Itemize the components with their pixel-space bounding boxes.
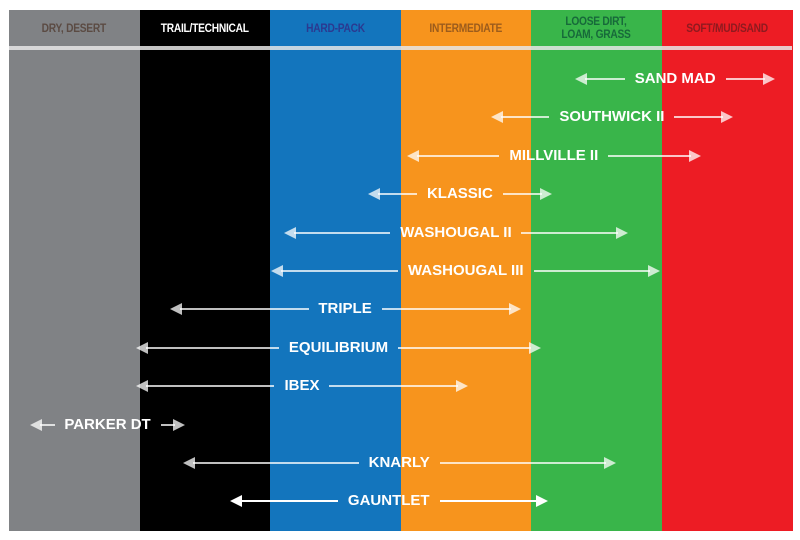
arrow-left-icon	[367, 188, 380, 201]
range-line-right	[521, 231, 618, 234]
tire-name: IBEX	[284, 377, 320, 395]
range-line-left	[377, 193, 417, 196]
range-line-right	[502, 193, 542, 196]
column-header-label: TRAIL/TECHNICAL	[160, 20, 249, 35]
range-line-right	[398, 346, 532, 349]
tire-range-row: MILLVILLE II	[9, 146, 792, 166]
tire-range-row: WASHOUGAL III	[9, 261, 792, 281]
range-line-left	[179, 308, 309, 311]
column-header: INTERMEDIATE	[401, 10, 532, 46]
arrow-left-icon	[271, 265, 284, 277]
column-header-label: INTERMEDIATE	[429, 20, 503, 35]
column-header: DRY, DESERT	[9, 10, 140, 46]
arrow-left-icon	[29, 418, 42, 431]
terrain-column: TRAIL/TECHNICAL	[139, 10, 271, 531]
terrain-range-diagram: DRY, DESERT TRAIL/TECHNICAL HARD-PACK INTER…	[9, 10, 793, 531]
tire-name: WASHOUGAL II	[400, 223, 512, 241]
arrow-left-icon	[169, 303, 182, 316]
arrow-right-icon	[173, 418, 186, 431]
tire-range-row: WASHOUGAL II	[9, 223, 792, 243]
arrow-left-icon	[229, 495, 242, 508]
range-line-left	[39, 423, 55, 426]
range-line-right	[329, 385, 459, 388]
column-header-label: DRY, DESERT	[42, 20, 107, 35]
range-line-left	[585, 78, 625, 80]
tire-range-row: SOUTHWICK II	[9, 107, 792, 127]
range-line-left	[145, 346, 279, 349]
tire-range-row: IBEX	[9, 376, 792, 396]
range-line-left	[500, 116, 550, 119]
column-header: SOFT/MUD/SAND	[662, 10, 793, 46]
header-divider	[9, 46, 792, 50]
tire-name: EQUILIBRIUM	[288, 338, 389, 356]
tire-range-row: PARKER DT	[9, 415, 792, 435]
tire-name: KNARLY	[368, 454, 430, 471]
arrow-left-icon	[284, 226, 297, 239]
arrow-left-icon	[490, 111, 503, 124]
range-line-right	[381, 308, 511, 311]
range-line-right	[439, 462, 606, 464]
range-line-right	[674, 116, 724, 119]
range-line-right	[160, 423, 176, 426]
tire-range-row: KNARLY	[9, 453, 792, 473]
arrow-right-icon	[456, 380, 469, 393]
arrow-right-icon	[508, 303, 521, 316]
range-line-left	[145, 385, 275, 388]
tire-name: TRIPLE	[318, 300, 372, 318]
terrain-column: SOFT/MUD/SAND	[661, 10, 793, 531]
range-line-left	[417, 154, 500, 157]
tire-range-row: GAUNTLET	[9, 491, 792, 511]
tire-name: PARKER DT	[64, 415, 151, 433]
arrow-right-icon	[648, 265, 661, 277]
terrain-column: INTERMEDIATE	[400, 10, 532, 531]
arrow-right-icon	[763, 73, 776, 85]
arrow-left-icon	[135, 380, 148, 393]
tire-name: GAUNTLET	[347, 492, 430, 510]
arrow-right-icon	[539, 188, 552, 201]
column-header-label: LOOSE DIRT, LOAM, GRASS	[561, 14, 631, 41]
column-header: HARD-PACK	[270, 10, 401, 46]
tire-range-row: TRIPLE	[9, 299, 792, 319]
terrain-column: DRY, DESERT	[9, 10, 140, 531]
tire-range-row: EQUILIBRIUM	[9, 338, 792, 358]
range-line-right	[608, 154, 691, 157]
arrow-right-icon	[615, 226, 628, 239]
arrow-right-icon	[721, 111, 734, 124]
range-line-right	[439, 500, 538, 503]
range-line-left	[239, 500, 338, 503]
column-header-label: SOFT/MUD/SAND	[685, 20, 768, 35]
arrow-right-icon	[529, 341, 542, 354]
tire-range-row: KLASSIC	[9, 184, 792, 204]
range-line-right	[725, 78, 766, 80]
tire-range-row: SAND MAD	[9, 69, 792, 89]
arrow-left-icon	[135, 341, 148, 354]
column-header: LOOSE DIRT, LOAM, GRASS	[531, 10, 662, 46]
arrow-right-icon	[535, 495, 548, 508]
range-line-left	[294, 231, 391, 234]
tire-name: KLASSIC	[426, 185, 493, 203]
range-line-left	[192, 462, 359, 464]
arrow-right-icon	[688, 149, 701, 162]
arrow-left-icon	[575, 73, 588, 85]
tire-name: SOUTHWICK II	[559, 108, 665, 126]
tire-name: MILLVILLE II	[509, 146, 599, 164]
column-header: TRAIL/TECHNICAL	[140, 10, 271, 46]
arrow-right-icon	[603, 457, 616, 469]
range-line-left	[281, 270, 398, 272]
arrow-left-icon	[407, 149, 420, 162]
range-line-right	[533, 270, 651, 272]
tire-name: WASHOUGAL III	[407, 262, 524, 279]
column-header-label: HARD-PACK	[305, 20, 365, 35]
tire-name: SAND MAD	[634, 70, 716, 87]
arrow-left-icon	[182, 457, 195, 469]
